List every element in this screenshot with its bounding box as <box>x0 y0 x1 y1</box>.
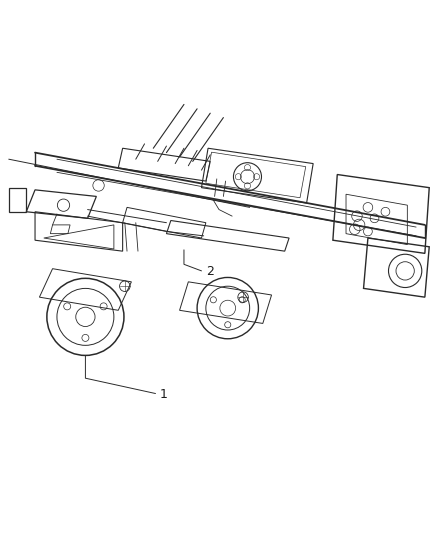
Text: 1: 1 <box>160 388 168 401</box>
Text: 2: 2 <box>206 265 214 278</box>
